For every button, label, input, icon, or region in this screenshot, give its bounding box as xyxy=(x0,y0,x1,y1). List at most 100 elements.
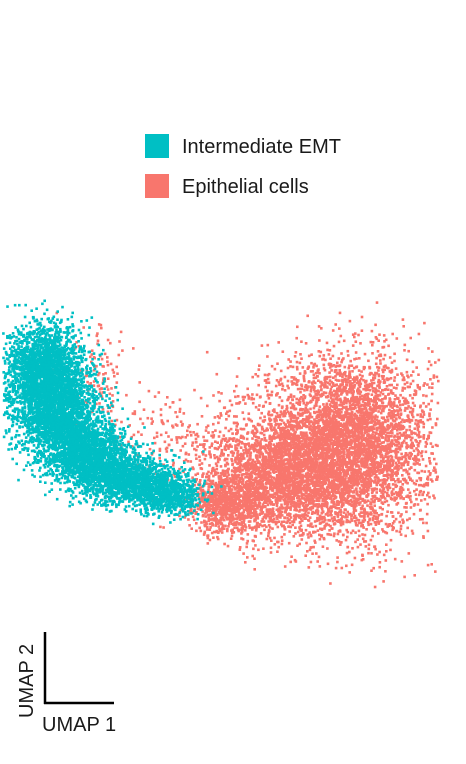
point xyxy=(415,366,418,369)
point xyxy=(348,365,351,368)
point xyxy=(385,523,388,526)
point xyxy=(342,373,345,376)
point xyxy=(326,386,329,389)
point xyxy=(266,355,269,358)
point xyxy=(387,443,390,446)
point xyxy=(407,350,410,353)
point xyxy=(335,419,338,422)
point xyxy=(309,401,312,404)
point xyxy=(357,387,360,390)
point xyxy=(323,414,326,417)
point xyxy=(375,406,378,409)
point xyxy=(398,422,401,425)
point xyxy=(379,484,382,487)
point xyxy=(363,368,366,371)
point xyxy=(337,450,340,453)
point xyxy=(382,496,385,499)
point xyxy=(350,398,353,401)
point xyxy=(334,371,337,374)
point xyxy=(373,401,376,404)
point xyxy=(403,376,406,379)
point xyxy=(367,360,370,363)
point xyxy=(393,353,396,356)
point xyxy=(396,406,399,409)
point xyxy=(344,439,347,442)
point xyxy=(335,567,338,570)
point xyxy=(337,399,340,402)
point xyxy=(326,349,329,352)
point xyxy=(392,412,395,415)
point xyxy=(423,322,426,325)
point xyxy=(336,422,339,425)
point xyxy=(308,365,311,368)
point xyxy=(299,388,302,391)
point xyxy=(267,344,270,347)
point xyxy=(405,429,408,432)
point xyxy=(431,426,434,429)
point xyxy=(381,405,384,408)
point xyxy=(342,471,345,474)
point xyxy=(377,532,380,535)
point xyxy=(308,426,311,429)
point xyxy=(372,341,375,344)
point xyxy=(310,353,313,356)
point xyxy=(391,333,394,336)
point xyxy=(336,556,339,559)
point xyxy=(375,357,378,360)
point xyxy=(406,454,409,457)
point xyxy=(395,367,398,370)
point xyxy=(426,383,429,386)
point xyxy=(422,421,425,424)
point xyxy=(410,466,413,469)
point xyxy=(396,373,399,376)
point xyxy=(436,418,439,421)
point xyxy=(379,561,382,564)
point xyxy=(242,399,245,402)
point xyxy=(390,435,393,438)
point xyxy=(375,491,378,494)
point xyxy=(368,442,371,445)
point xyxy=(357,431,360,434)
point xyxy=(332,355,335,358)
point xyxy=(350,495,353,498)
point xyxy=(392,488,395,491)
point xyxy=(369,518,372,521)
point xyxy=(390,411,393,414)
point xyxy=(319,414,322,417)
point xyxy=(216,373,219,376)
point xyxy=(295,383,298,386)
point xyxy=(415,456,418,459)
point xyxy=(437,380,440,383)
point xyxy=(400,467,403,470)
point xyxy=(417,445,420,448)
point xyxy=(370,341,373,344)
point xyxy=(404,535,407,538)
point xyxy=(332,419,335,422)
point xyxy=(367,393,370,396)
point xyxy=(361,418,364,421)
point xyxy=(362,423,365,426)
point xyxy=(346,446,349,449)
point xyxy=(358,535,361,538)
point xyxy=(339,398,342,401)
point xyxy=(381,471,384,474)
point xyxy=(382,432,385,435)
point xyxy=(293,376,296,379)
point xyxy=(401,519,404,522)
point xyxy=(435,424,438,427)
point xyxy=(345,513,348,516)
point xyxy=(396,384,399,387)
point xyxy=(309,393,312,396)
point xyxy=(273,408,276,411)
point xyxy=(396,485,399,488)
point xyxy=(357,405,360,408)
point xyxy=(376,419,379,422)
point xyxy=(386,510,389,513)
point xyxy=(364,353,367,356)
point xyxy=(238,357,241,360)
point xyxy=(427,368,430,371)
point xyxy=(354,400,357,403)
point xyxy=(276,541,279,544)
point xyxy=(264,386,267,389)
